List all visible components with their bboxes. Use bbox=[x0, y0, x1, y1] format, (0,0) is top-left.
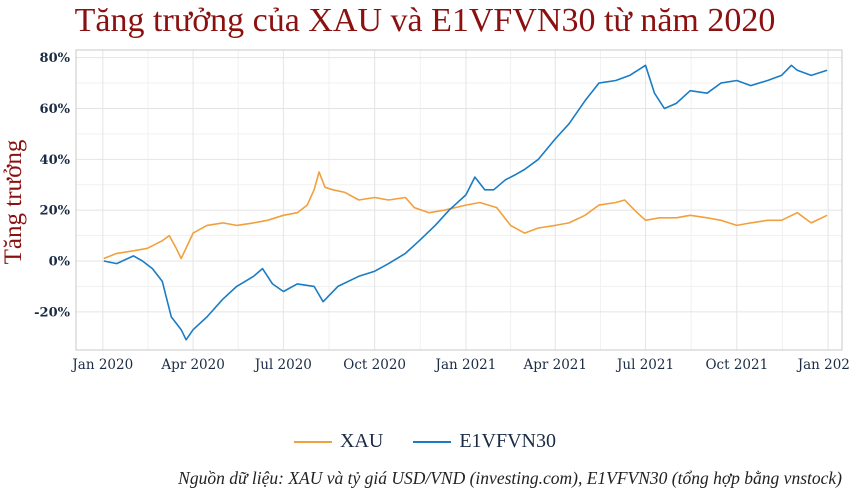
series-lines bbox=[103, 64, 828, 341]
plot-frame bbox=[75, 49, 843, 351]
legend-item-e1vfvn30: E1VFVN30 bbox=[413, 430, 556, 453]
series-line-xau bbox=[103, 171, 828, 260]
legend: XAU E1VFVN30 bbox=[0, 430, 850, 453]
x-tick-label: Jul 2020 bbox=[253, 357, 312, 373]
x-tick-label: Apr 2020 bbox=[160, 357, 225, 373]
y-tick-label: 60% bbox=[40, 102, 71, 117]
legend-label-e1vfvn30: E1VFVN30 bbox=[459, 430, 556, 452]
x-tick-label: Jan 2022 bbox=[796, 357, 850, 373]
x-tick-label: Jul 2021 bbox=[615, 357, 674, 373]
series-line-e1vfvn30 bbox=[103, 64, 828, 341]
chart-title: Tăng trưởng của XAU và E1VFVN30 từ năm 2… bbox=[74, 2, 776, 39]
source-note: Nguồn dữ liệu: XAU và tỷ giá USD/VND (in… bbox=[178, 468, 842, 488]
legend-label-xau: XAU bbox=[339, 430, 384, 452]
y-tick-label: -20% bbox=[34, 305, 70, 320]
y-tick-label: 20% bbox=[40, 204, 71, 219]
grid bbox=[76, 50, 842, 350]
y-tick-label: 40% bbox=[40, 153, 71, 168]
legend-swatch-e1vfvn30 bbox=[413, 440, 452, 443]
y-tick-label: 0% bbox=[49, 255, 71, 270]
x-tick-label: Apr 2021 bbox=[522, 357, 587, 373]
tick-labels: -20% 0% 20% 40% 60% 80% Jan 2020 Apr 2020 Jul 20… bbox=[34, 51, 850, 373]
x-tick-label: Jan 2021 bbox=[434, 357, 497, 373]
x-tick-label: Jan 2020 bbox=[70, 357, 133, 373]
x-tick-label: Oct 2021 bbox=[705, 357, 768, 373]
legend-swatch-xau bbox=[293, 440, 332, 443]
y-tick-label: 80% bbox=[40, 51, 71, 66]
legend-item-xau: XAU bbox=[293, 430, 384, 453]
x-tick-label: Oct 2020 bbox=[343, 357, 406, 373]
